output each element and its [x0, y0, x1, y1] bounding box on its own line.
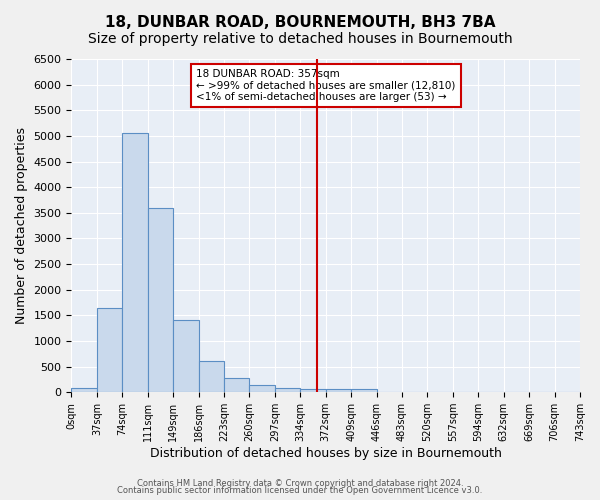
Bar — [224, 378, 250, 392]
Bar — [250, 385, 275, 392]
Text: 18 DUNBAR ROAD: 357sqm
← >99% of detached houses are smaller (12,810)
<1% of sem: 18 DUNBAR ROAD: 357sqm ← >99% of detache… — [196, 69, 455, 102]
Bar — [122, 134, 148, 392]
Y-axis label: Number of detached properties: Number of detached properties — [15, 127, 28, 324]
Bar — [326, 390, 351, 392]
Text: 18, DUNBAR ROAD, BOURNEMOUTH, BH3 7BA: 18, DUNBAR ROAD, BOURNEMOUTH, BH3 7BA — [105, 15, 495, 30]
X-axis label: Distribution of detached houses by size in Bournemouth: Distribution of detached houses by size … — [150, 447, 502, 460]
Bar — [351, 390, 377, 392]
Text: Contains HM Land Registry data © Crown copyright and database right 2024.: Contains HM Land Registry data © Crown c… — [137, 478, 463, 488]
Bar — [300, 390, 326, 392]
Text: Contains public sector information licensed under the Open Government Licence v3: Contains public sector information licen… — [118, 486, 482, 495]
Bar — [199, 362, 224, 392]
Bar — [275, 388, 300, 392]
Text: Size of property relative to detached houses in Bournemouth: Size of property relative to detached ho… — [88, 32, 512, 46]
Bar — [148, 208, 173, 392]
Bar — [97, 308, 122, 392]
Bar — [71, 388, 97, 392]
Bar — [173, 320, 199, 392]
